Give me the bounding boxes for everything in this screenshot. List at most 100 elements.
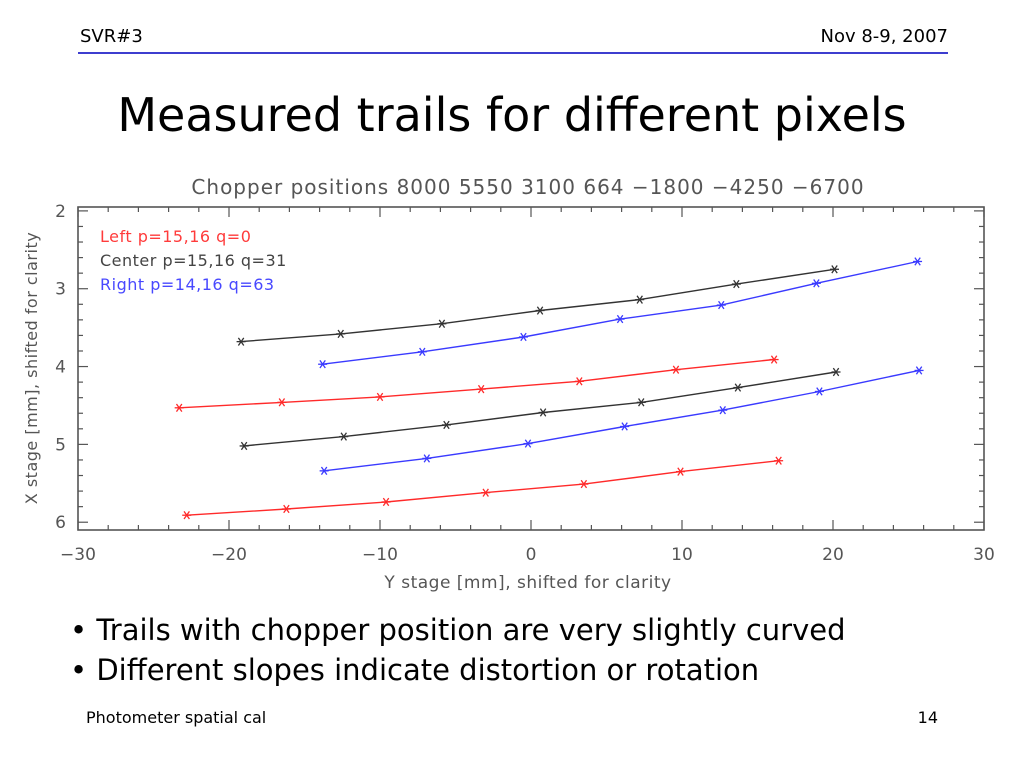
marker-stroke <box>539 408 547 417</box>
series-center <box>236 265 840 346</box>
marker-stroke <box>672 365 680 374</box>
series-center <box>239 367 841 451</box>
marker-stroke <box>914 257 921 266</box>
marker-stroke <box>482 488 489 497</box>
marker-stroke <box>621 422 628 431</box>
series-line <box>322 260 918 365</box>
marker-stroke <box>376 392 384 402</box>
header-rule <box>78 52 948 54</box>
series-right <box>318 257 923 369</box>
data-point <box>716 300 726 310</box>
data-point <box>437 319 447 328</box>
x-tick-label: 20 <box>822 545 844 565</box>
data-point <box>538 408 548 417</box>
series-line <box>324 369 920 472</box>
header-date: Nov 8-9, 2007 <box>820 26 948 47</box>
data-point <box>174 403 184 413</box>
data-point <box>318 360 328 369</box>
marker-stroke <box>278 398 286 407</box>
bullet-marker: • <box>70 653 88 687</box>
data-point <box>375 392 385 402</box>
x-tick-label: 10 <box>671 545 693 565</box>
x-tick-labels: −30 −20 −10 0 10 20 30 <box>60 545 995 565</box>
marker-stroke <box>423 454 431 463</box>
series-left <box>174 355 779 413</box>
marker-stroke <box>734 383 742 392</box>
y-tick-label: 6 <box>55 513 66 533</box>
data-point <box>671 365 681 374</box>
data-point <box>336 329 346 339</box>
bullet-item: • Trails with chopper position are very … <box>70 610 846 650</box>
marker-stroke <box>237 337 245 346</box>
marker-stroke <box>319 360 326 369</box>
marker-stroke <box>443 420 450 430</box>
x-tick-label: 30 <box>973 545 995 565</box>
bullet-text: Different slopes indicate distortion or … <box>96 653 760 687</box>
legend-entry: Right p=14,16 q=63 <box>100 275 275 294</box>
marker-stroke <box>816 387 823 396</box>
data-point <box>422 454 432 463</box>
marker-stroke <box>438 319 446 328</box>
y-tick-label: 4 <box>55 358 66 378</box>
marker-stroke <box>419 347 426 356</box>
data-point <box>236 337 246 346</box>
header-left: SVR#3 <box>80 26 143 47</box>
marker-stroke <box>520 332 527 342</box>
marker-stroke <box>337 329 344 339</box>
data-point <box>476 384 486 394</box>
series-right <box>319 366 924 476</box>
data-point <box>731 279 741 289</box>
slide-number: 14 <box>917 708 938 727</box>
marker-stroke <box>320 466 328 476</box>
bullet-item: • Different slopes indicate distortion o… <box>70 650 846 690</box>
marker-stroke <box>813 279 820 288</box>
x-tick-label: 0 <box>526 545 537 565</box>
data-point <box>718 405 728 415</box>
legend-entry: Center p=15,16 q=31 <box>100 251 287 270</box>
bullet-marker: • <box>70 613 88 647</box>
data-point <box>831 367 841 377</box>
marker-stroke <box>283 504 290 514</box>
marker-stroke <box>382 497 390 507</box>
x-tick-label: −10 <box>362 545 398 565</box>
data-point <box>481 488 491 497</box>
marker-stroke <box>719 405 727 415</box>
marker-stroke <box>580 479 588 489</box>
series-line <box>186 460 779 516</box>
data-point <box>620 422 630 431</box>
data-point <box>830 265 840 274</box>
marker-stroke <box>775 456 782 465</box>
data-point <box>774 456 784 465</box>
data-point <box>811 279 821 288</box>
marker-stroke <box>536 306 544 315</box>
data-point <box>518 332 528 342</box>
marker-stroke <box>340 432 347 441</box>
data-point <box>417 347 427 356</box>
data-point <box>281 504 291 514</box>
marker-stroke <box>637 398 645 407</box>
series-left <box>182 456 784 520</box>
data-point <box>319 466 329 476</box>
marker-stroke <box>240 441 248 451</box>
marker-stroke <box>718 300 725 310</box>
marker-stroke <box>477 384 485 394</box>
data-point <box>239 441 249 451</box>
y-tick-label: 2 <box>55 202 66 222</box>
y-tick-label: 3 <box>55 280 66 300</box>
marker-stroke <box>576 377 583 386</box>
data-point <box>615 314 625 324</box>
data-point <box>339 432 349 441</box>
chart-title: Chopper positions 8000 5550 3100 664 −18… <box>191 175 864 199</box>
data-point <box>441 420 451 430</box>
data-point <box>636 398 646 407</box>
marker-stroke <box>636 295 643 304</box>
axis-ticks <box>77 207 985 530</box>
x-tick-label: −20 <box>211 545 247 565</box>
data-point <box>277 398 287 407</box>
marker-stroke <box>831 265 838 274</box>
marker-stroke <box>915 366 923 375</box>
marker-stroke <box>183 511 190 520</box>
legend-entry: Left p=15,16 q=0 <box>100 227 251 246</box>
bullet-text: Trails with chopper position are very sl… <box>96 613 846 647</box>
marker-stroke <box>616 314 624 324</box>
